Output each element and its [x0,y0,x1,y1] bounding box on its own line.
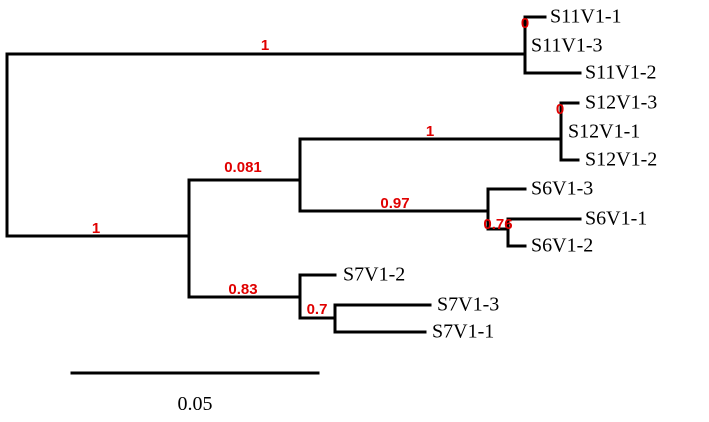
leaf-label: S6V1-3 [531,178,593,200]
leaf-label: S12V1-2 [585,149,657,171]
support-value: 0.83 [228,281,257,298]
branch [298,187,582,248]
scale-label: 0.05 [178,393,213,415]
branch [5,101,580,299]
support-value: 1 [426,123,434,140]
leaf-label: S7V1-3 [437,294,499,316]
support-value: 1 [92,220,100,237]
support-value: 0 [521,15,529,32]
support-value: 0.76 [483,216,512,233]
leaf-label: S11V1-2 [585,62,656,84]
leaf-label: S11V1-1 [550,6,621,28]
leaf-label: S6V1-1 [585,208,647,230]
branch [187,273,432,334]
branches [5,15,582,375]
branch [5,15,582,238]
support-value: 0.7 [307,301,328,318]
leaf-label: S11V1-3 [531,35,602,57]
support-value: 0.081 [224,159,262,176]
leaf-label: S7V1-2 [343,264,405,286]
leaf-label: S12V1-3 [585,92,657,114]
support-value: 0 [556,101,564,118]
leaf-label: S12V1-1 [568,121,640,143]
leaf-label: S6V1-2 [531,235,593,257]
support-value: 1 [261,37,269,54]
leaf-label: S7V1-1 [432,321,494,343]
support-value: 0.97 [380,195,409,212]
